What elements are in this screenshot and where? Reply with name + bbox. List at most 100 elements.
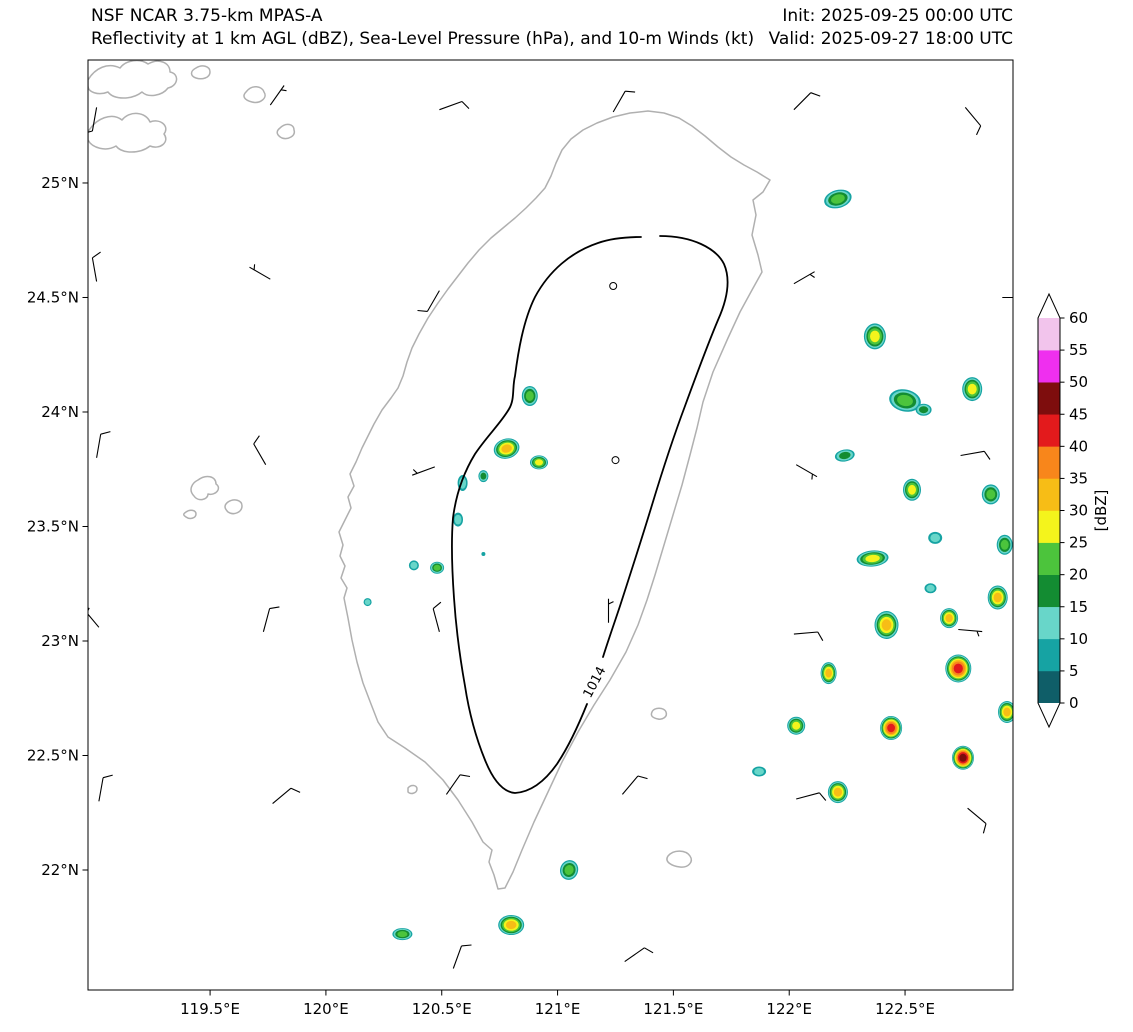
- colorbar-segment: [1038, 510, 1060, 543]
- x-tick-label: 120.5°E: [412, 1000, 472, 1018]
- colorbar-over-arrow: [1038, 294, 1060, 319]
- reflectivity-cell-ring: [833, 787, 843, 797]
- colorbar-segment: [1038, 446, 1060, 479]
- reflectivity-cell-ring: [986, 489, 996, 500]
- calm-wind-circle: [609, 282, 618, 290]
- reflectivity-cell-ring: [1003, 707, 1011, 717]
- reflectivity-cell-ring: [945, 614, 953, 623]
- colorbar-tick-label: 55: [1069, 341, 1088, 359]
- x-axis: 119.5°E 120°E 120.5°E 121°E 121.5°E 122°E 122.…: [180, 990, 935, 1018]
- coastline-green-island: [650, 707, 668, 720]
- colorbar-under-arrow: [1038, 703, 1060, 727]
- wind-barb: [412, 466, 435, 476]
- wind-barb: [88, 607, 100, 628]
- wind-barb: [960, 450, 991, 460]
- colorbar-tick-label: 30: [1069, 502, 1088, 520]
- reflectivity-cell-ring: [501, 444, 512, 453]
- reflectivity-cell-ring: [993, 592, 1002, 603]
- reflectivity-cell-ring: [397, 931, 408, 938]
- wind-barb: [98, 774, 113, 802]
- y-tick-label: 22°N: [41, 861, 79, 879]
- reflectivity-cell-ring: [959, 753, 967, 762]
- wind-barb: [964, 107, 982, 136]
- reflectivity-cell-ring: [505, 920, 517, 930]
- colorbar-tick-label: 10: [1069, 630, 1088, 648]
- colorbar-segment: [1038, 382, 1060, 415]
- wind-barb: [967, 807, 987, 834]
- wind-barb: [253, 435, 267, 465]
- reflectivity-cell-ring: [433, 564, 441, 571]
- reflectivity-cell-ring: [481, 552, 486, 556]
- reflectivity-cell-ring: [410, 561, 418, 569]
- wind-barb: [417, 290, 440, 312]
- y-tick-label: 25°N: [41, 174, 79, 192]
- colorbar: 0 5 10 15 20 25 30 35 40 45 50 55 60 [dBZ]: [1037, 292, 1110, 729]
- reflectivity-cell-ring: [870, 330, 880, 343]
- reflectivity-cell-ring: [525, 391, 534, 401]
- colorbar-tick-label: 50: [1069, 373, 1088, 391]
- model-title: NSF NCAR 3.75-km MPAS-A: [91, 6, 323, 26]
- reflectivity-layer: [363, 189, 1013, 941]
- wind-barb: [445, 774, 471, 795]
- reflectivity-cell-ring: [919, 406, 929, 414]
- wind-barb: [621, 775, 648, 795]
- wind-barb: [1002, 296, 1013, 299]
- y-tick-label: 24°N: [41, 403, 79, 421]
- colorbar-segment: [1038, 606, 1060, 640]
- y-axis: 25°N 24.5°N 24°N 23.5°N 23°N 22.5°N 22°N: [27, 174, 88, 879]
- x-tick-label: 119.5°E: [180, 1000, 240, 1018]
- pressure-contour-1014: [451, 235, 729, 794]
- wind-barb: [91, 251, 101, 282]
- colorbar-segment: [1038, 574, 1060, 608]
- wind-barb: [958, 628, 983, 637]
- wind-barb: [796, 792, 827, 801]
- field-description: Reflectivity at 1 km AGL (dBZ), Sea-Leve…: [91, 29, 755, 49]
- valid-time: Valid: 2025-09-27 18:00 UTC: [768, 29, 1013, 49]
- reflectivity-cell-ring: [908, 484, 916, 495]
- init-time: Init: 2025-09-25 00:00 UTC: [782, 6, 1013, 26]
- pressure-contour-west-segment: [451, 236, 642, 794]
- y-tick-label: 24.5°N: [27, 288, 79, 306]
- coastline-orchid-island: [666, 850, 692, 868]
- wind-barb: [607, 598, 614, 623]
- reflectivity-cell-ring: [564, 865, 574, 875]
- wind-barb: [88, 107, 98, 133]
- pressure-contour-east-segment: [602, 235, 729, 658]
- colorbar-segment: [1038, 478, 1060, 511]
- reflectivity-cell-ring: [926, 584, 935, 592]
- reflectivity-cell-ring: [792, 721, 801, 730]
- wind-barb: [793, 631, 824, 641]
- wind-barb: [452, 944, 472, 969]
- colorbar-segment: [1038, 542, 1060, 575]
- wind-barb: [269, 85, 287, 106]
- wind-barb: [262, 606, 280, 632]
- reflectivity-cell-ring: [967, 383, 977, 395]
- wind-barb: [624, 947, 654, 963]
- wind-barb: [432, 601, 442, 632]
- colorbar-tick-label: 0: [1069, 694, 1079, 712]
- reflectivity-cell-ring: [887, 723, 895, 733]
- colorbar-segment: [1038, 318, 1060, 351]
- wind-barb: [249, 264, 271, 280]
- reflectivity-cell-ring: [865, 554, 880, 563]
- reflectivity-cell-ring: [825, 668, 832, 678]
- colorbar-tick-label: 35: [1069, 469, 1088, 487]
- reflectivity-cell-ring: [1000, 539, 1009, 550]
- colorbar-tick-label: 25: [1069, 534, 1088, 552]
- x-tick-label: 121.5°E: [643, 1000, 703, 1018]
- reflectivity-cell-ring: [897, 394, 913, 407]
- colorbar-segment: [1038, 638, 1060, 672]
- wind-barb-layer: [88, 85, 1013, 969]
- pressure-contour-label: 1014: [581, 664, 610, 700]
- colorbar-tick-label: 40: [1069, 437, 1088, 455]
- y-tick-label: 22.5°N: [27, 746, 79, 764]
- reflectivity-cell-ring: [454, 514, 462, 525]
- wind-barb: [272, 787, 301, 805]
- reflectivity-cell-ring: [953, 663, 963, 674]
- coastline-taiwan: [338, 110, 771, 890]
- coastline-mainland-china: [88, 60, 296, 153]
- y-tick-label: 23.5°N: [27, 517, 79, 535]
- reflectivity-cell-ring: [754, 768, 764, 775]
